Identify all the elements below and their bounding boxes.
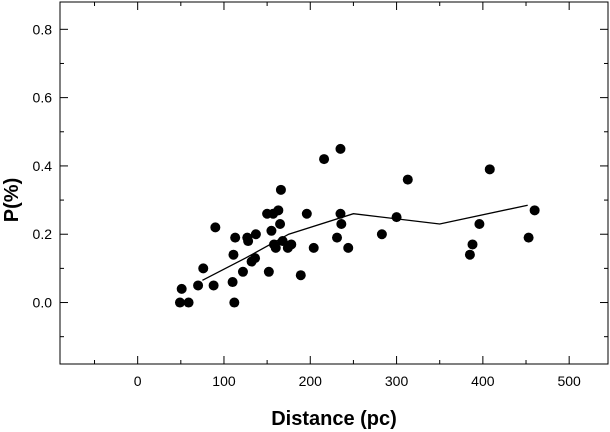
- y-tick-label: 0.4: [33, 158, 53, 174]
- x-tick-label: 300: [385, 373, 409, 389]
- data-point: [484, 164, 495, 175]
- data-point: [391, 212, 402, 223]
- data-point: [464, 249, 475, 260]
- data-point: [335, 143, 346, 154]
- data-point: [523, 232, 534, 243]
- data-point: [301, 208, 312, 219]
- x-tick-label: 200: [299, 373, 323, 389]
- data-point: [210, 222, 221, 233]
- x-tick-label: 500: [557, 373, 581, 389]
- axis-ticks: [60, 2, 608, 364]
- data-point: [243, 236, 254, 247]
- data-point: [343, 242, 354, 253]
- data-point: [227, 277, 238, 288]
- data-point: [277, 236, 288, 247]
- data-point: [474, 218, 485, 229]
- data-point: [402, 174, 413, 185]
- data-point: [270, 242, 281, 253]
- data-point: [275, 218, 286, 229]
- data-point: [263, 266, 274, 277]
- data-point: [529, 205, 540, 216]
- y-tick-label: 0.8: [33, 21, 53, 37]
- data-point: [332, 232, 343, 243]
- data-point: [229, 297, 240, 308]
- data-points: [174, 143, 540, 308]
- y-tick-label: 0.2: [33, 226, 53, 242]
- data-point: [250, 229, 261, 240]
- data-point: [266, 225, 277, 236]
- data-point: [275, 184, 286, 195]
- y-tick-label: 0.6: [33, 90, 53, 106]
- data-point: [376, 229, 387, 240]
- data-point: [237, 266, 248, 277]
- data-point: [193, 280, 204, 291]
- data-point: [230, 232, 241, 243]
- data-point: [250, 253, 261, 264]
- x-tick-label: 0: [134, 373, 142, 389]
- data-point: [295, 270, 306, 281]
- data-point: [273, 205, 284, 216]
- data-point: [308, 242, 319, 253]
- data-point: [286, 239, 297, 250]
- data-point: [228, 249, 239, 260]
- data-point: [183, 297, 194, 308]
- data-point: [319, 154, 330, 165]
- data-point: [174, 297, 185, 308]
- data-point: [208, 280, 219, 291]
- data-point: [176, 283, 187, 294]
- data-point: [336, 218, 347, 229]
- data-point: [198, 263, 209, 274]
- x-axis-label: Distance (pc): [271, 408, 397, 430]
- y-axis-label: P(%): [1, 178, 23, 222]
- data-point: [467, 239, 478, 250]
- x-tick-label: 100: [212, 373, 236, 389]
- y-tick-label: 0.0: [33, 295, 53, 311]
- data-point: [335, 208, 346, 219]
- axis-tick-labels: 0 100 200 300 400 500 0.0 0.2 0.4 0.6 0.8: [33, 21, 582, 389]
- plot-frame: [59, 1, 609, 365]
- x-tick-label: 400: [471, 373, 495, 389]
- trend-line: [202, 204, 528, 281]
